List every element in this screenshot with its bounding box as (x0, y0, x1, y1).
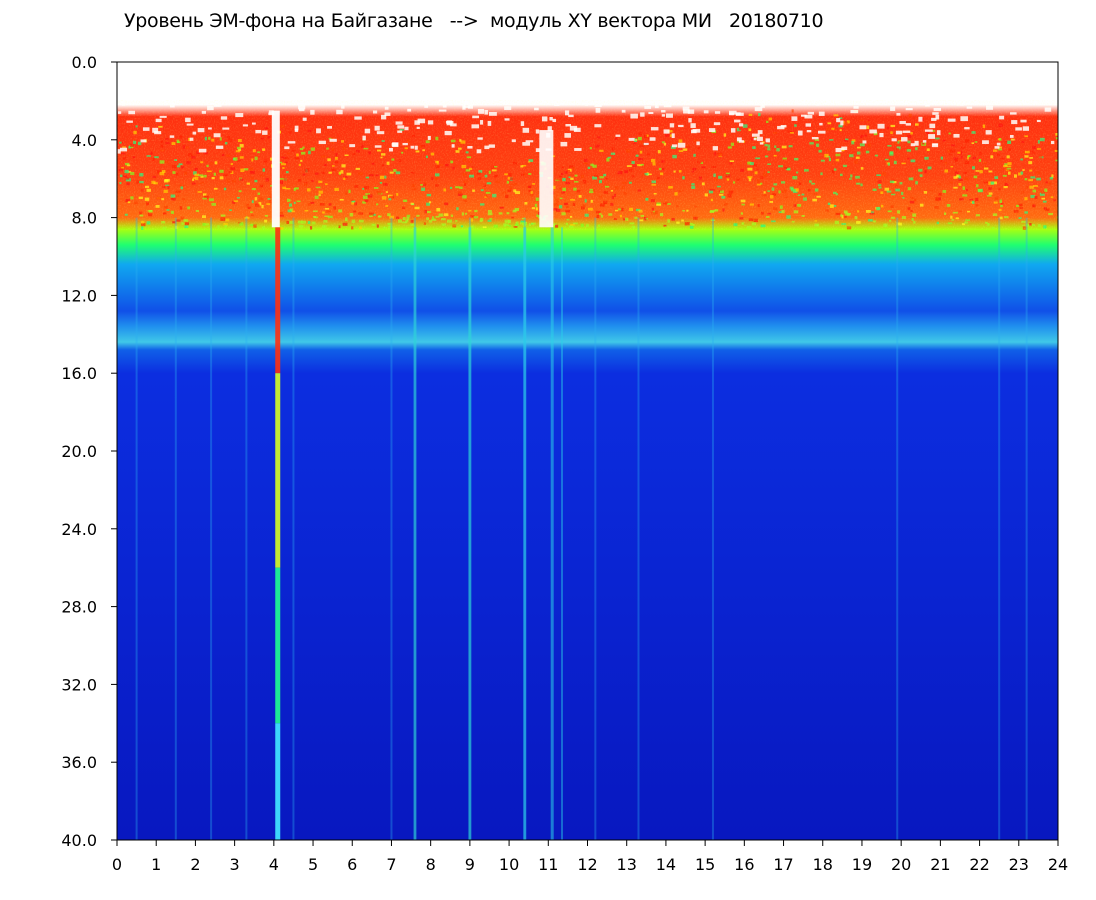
vertical-streak (523, 227, 527, 840)
y-tick-label: 40.0 (61, 831, 97, 850)
x-tick-label: 6 (347, 855, 357, 874)
x-tick-label: 21 (930, 855, 950, 874)
vertical-streak (292, 217, 295, 840)
x-tick-label: 0 (112, 855, 122, 874)
x-tick-label: 1 (151, 855, 161, 874)
x-tick-label: 10 (499, 855, 519, 874)
x-tick-label: 13 (617, 855, 637, 874)
x-tick-label: 2 (190, 855, 200, 874)
x-tick-label: 17 (773, 855, 793, 874)
x-tick-label: 16 (734, 855, 754, 874)
vertical-streak (1025, 217, 1028, 840)
vertical-streak (561, 227, 564, 840)
y-tick-label: 20.0 (61, 442, 97, 461)
y-tick-label: 24.0 (61, 520, 97, 539)
vertical-streak (275, 227, 281, 374)
chart-title: Уровень ЭМ-фона на Байгазане --> модуль … (124, 10, 824, 32)
x-tick-label: 12 (577, 855, 597, 874)
x-tick-label: 3 (230, 855, 240, 874)
x-tick-label: 14 (656, 855, 676, 874)
y-tick-label: 8.0 (72, 209, 97, 228)
x-tick-label: 23 (1009, 855, 1029, 874)
vertical-streak (210, 217, 213, 840)
x-tick-label: 20 (891, 855, 911, 874)
x-tick-label: 15 (695, 855, 715, 874)
vertical-streak (550, 227, 554, 840)
vertical-streak (271, 110, 280, 228)
vertical-streak (468, 227, 472, 840)
y-tick-label: 4.0 (72, 131, 97, 150)
vertical-streak (390, 217, 393, 840)
y-tick-label: 16.0 (61, 364, 97, 383)
x-tick-label: 9 (465, 855, 475, 874)
vertical-streak (413, 227, 417, 840)
y-tick-label: 36.0 (61, 753, 97, 772)
x-tick-label: 24 (1048, 855, 1068, 874)
vertical-streak (998, 217, 1001, 840)
vertical-streak (275, 373, 281, 568)
vertical-streak (594, 217, 597, 840)
vertical-streak (896, 217, 899, 840)
vertical-streak (637, 217, 640, 840)
y-tick-label: 0.0 (72, 53, 97, 72)
x-axis: 0 1 2 3 4 5 6 7 8 9 10 11 12 13 14 15 16 17 18 19 20 21 22 23 24 (112, 840, 1068, 874)
y-tick-label: 28.0 (61, 598, 97, 617)
x-tick-label: 4 (269, 855, 279, 874)
vertical-streak (539, 130, 554, 228)
vertical-streak (135, 217, 138, 840)
vertical-streak (245, 217, 248, 840)
x-tick-label: 11 (538, 855, 558, 874)
x-tick-label: 8 (426, 855, 436, 874)
vertical-streak (275, 723, 281, 840)
y-axis: 0.0 4.0 8.0 12.0 16.0 20.0 24.0 28.0 32.0 36.0 40.… (61, 53, 117, 850)
y-tick-label: 32.0 (61, 675, 97, 694)
x-tick-label: 18 (813, 855, 833, 874)
y-tick-label: 12.0 (61, 286, 97, 305)
x-tick-label: 5 (308, 855, 318, 874)
vertical-streak (275, 567, 281, 724)
x-tick-label: 7 (386, 855, 396, 874)
vertical-streak (174, 217, 177, 840)
x-tick-label: 19 (852, 855, 872, 874)
x-tick-label: 22 (969, 855, 989, 874)
noise-overlay (117, 100, 1058, 230)
vertical-streaks (135, 110, 1028, 840)
vertical-streak (711, 217, 714, 840)
